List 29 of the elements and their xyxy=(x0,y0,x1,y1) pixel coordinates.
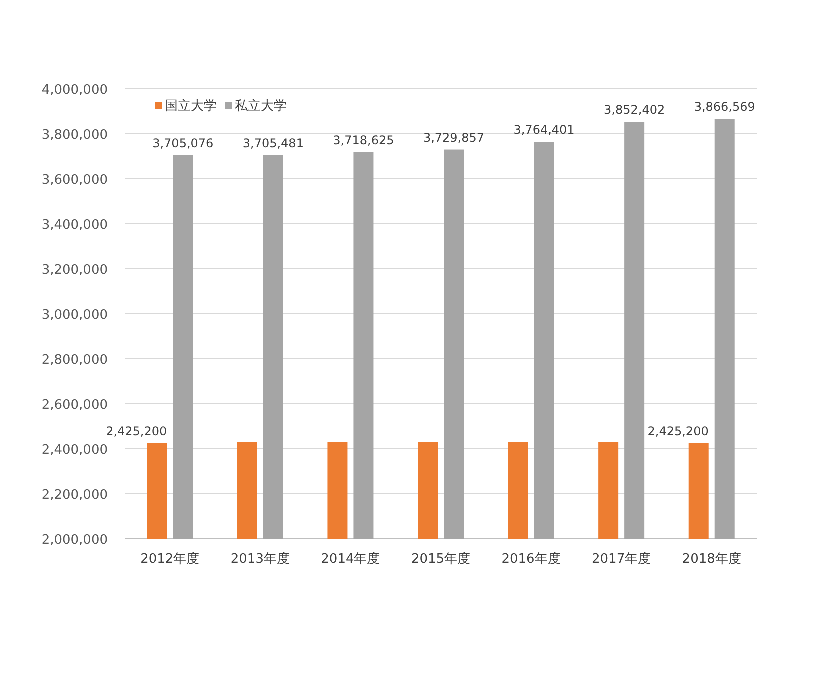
data-label: 3,729,857 xyxy=(423,130,485,145)
legend-label: 国立大学 xyxy=(165,98,217,114)
data-label: 2,425,200 xyxy=(648,424,709,438)
data-label: 3,852,402 xyxy=(604,103,666,118)
y-tick-label: 2,800,000 xyxy=(42,353,108,368)
x-tick-label: 2018年度 xyxy=(682,551,742,567)
y-tick-label: 3,600,000 xyxy=(42,173,108,188)
x-tick-label: 2017年度 xyxy=(592,551,652,567)
data-label: 2,425,200 xyxy=(106,424,168,438)
y-tick-label: 2,000,000 xyxy=(42,533,108,548)
y-tick-label: 4,000,000 xyxy=(42,83,108,98)
y-tick-label: 2,400,000 xyxy=(42,443,108,458)
data-label: 3,705,481 xyxy=(242,136,304,150)
data-label: 3,764,401 xyxy=(514,123,575,138)
data-label: 3,866,569 xyxy=(694,100,756,114)
y-tick-label: 3,400,000 xyxy=(42,218,108,233)
data-label: 3,718,625 xyxy=(333,133,394,148)
y-tick-label: 3,800,000 xyxy=(42,128,108,143)
y-tick-label: 3,200,000 xyxy=(42,263,108,278)
x-tick-label: 2015年度 xyxy=(411,551,471,567)
legend-label: 私立大学 xyxy=(235,98,287,114)
y-tick-label: 2,200,000 xyxy=(42,488,108,503)
x-tick-label: 2013年度 xyxy=(230,551,290,567)
x-tick-label: 2016年度 xyxy=(502,551,561,567)
data-label: 3,705,076 xyxy=(152,136,214,150)
x-tick-label: 2014年度 xyxy=(321,551,380,567)
y-tick-label: 3,000,000 xyxy=(42,308,108,323)
y-tick-label: 2,600,000 xyxy=(42,398,108,413)
x-tick-label: 2012年度 xyxy=(140,551,200,567)
